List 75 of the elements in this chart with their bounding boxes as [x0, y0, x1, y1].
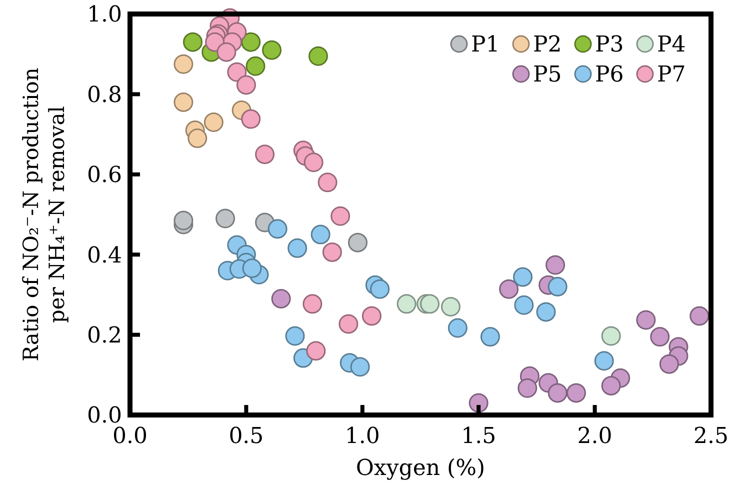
point — [659, 354, 679, 374]
point — [174, 210, 194, 230]
legend-label: P3 — [595, 32, 624, 58]
point — [480, 327, 500, 347]
point — [448, 318, 468, 338]
legend-label: P1 — [471, 32, 500, 58]
legend-label: P7 — [657, 62, 686, 88]
point — [262, 40, 282, 60]
point — [499, 279, 519, 299]
point — [690, 306, 710, 326]
y-axis-title: Ratio of NO₂⁻-N production per NH₄⁺-N removal — [19, 68, 69, 362]
point — [440, 297, 460, 316]
legend-label: P4 — [657, 32, 686, 58]
point — [174, 54, 194, 74]
point — [241, 32, 261, 52]
legend-label: P5 — [533, 62, 562, 88]
point — [370, 279, 390, 299]
point — [548, 383, 568, 403]
x-tick-label: 0.5 — [228, 424, 264, 449]
point — [318, 172, 338, 192]
point — [308, 46, 328, 66]
point — [348, 232, 368, 252]
x-tick-label: 0.0 — [112, 424, 148, 449]
point — [241, 109, 261, 129]
point — [246, 56, 266, 76]
point — [514, 295, 534, 315]
point — [513, 267, 533, 287]
point — [306, 341, 326, 361]
point — [310, 224, 330, 244]
point — [396, 294, 416, 314]
point — [518, 378, 538, 398]
point — [468, 393, 488, 413]
y-tick-label: 0.2 — [87, 324, 122, 348]
point — [350, 357, 370, 377]
y-tick-label: 0.4 — [87, 243, 122, 268]
x-tick-label: 1.5 — [461, 424, 496, 449]
point — [188, 128, 208, 148]
y-tick-label: 0.6 — [87, 163, 122, 188]
point — [362, 306, 382, 326]
point — [204, 112, 224, 132]
legend-label: P2 — [533, 32, 562, 58]
point — [174, 92, 194, 112]
point — [601, 326, 621, 346]
point — [636, 310, 656, 330]
point — [302, 294, 322, 314]
point — [288, 238, 308, 258]
point — [268, 219, 288, 239]
point — [285, 326, 305, 346]
x-tick-label: 1.0 — [344, 424, 380, 449]
point — [216, 42, 236, 62]
point — [183, 32, 202, 52]
point — [338, 314, 358, 334]
point — [536, 302, 556, 322]
point — [242, 258, 262, 278]
point — [227, 62, 247, 82]
legend-label: P6 — [595, 62, 624, 88]
point — [236, 75, 256, 95]
x-tick-label: 2.5 — [694, 424, 728, 449]
point — [271, 288, 291, 308]
point — [304, 152, 324, 172]
point — [546, 255, 566, 275]
point — [420, 294, 440, 314]
y-tick-label: 1.0 — [87, 2, 122, 28]
point — [216, 208, 236, 228]
x-tick-label: 2.0 — [577, 424, 612, 449]
point — [330, 206, 350, 226]
point — [548, 276, 568, 296]
point — [650, 327, 670, 347]
point — [255, 144, 275, 164]
x-axis-title: Oxygen (%) — [356, 456, 486, 481]
point — [601, 376, 621, 396]
point — [322, 242, 342, 262]
point — [566, 383, 586, 403]
point — [594, 351, 614, 371]
y-tick-label: 0.8 — [87, 82, 122, 108]
